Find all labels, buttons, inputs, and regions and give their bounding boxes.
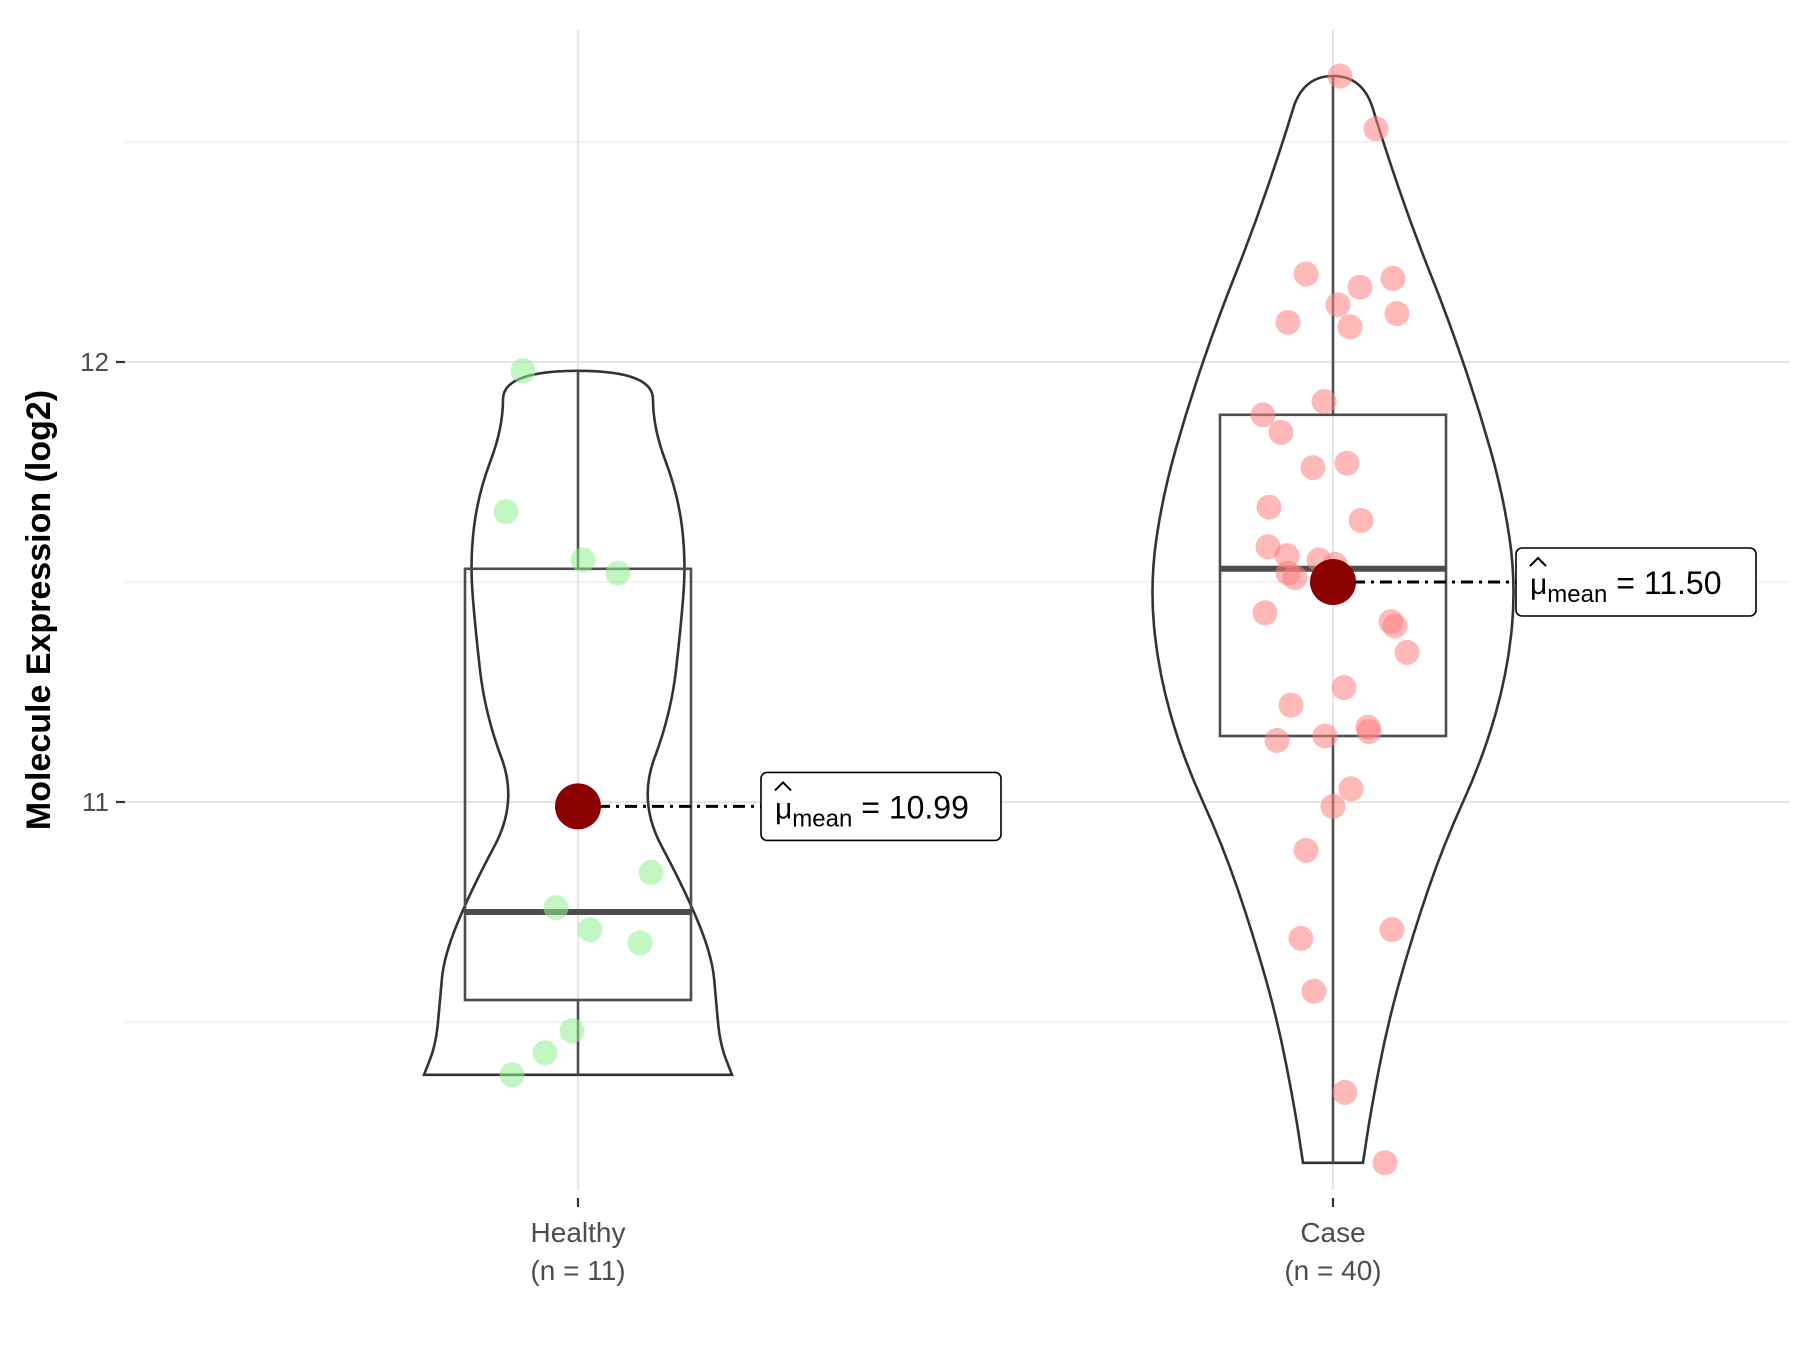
data-point [1293,261,1319,287]
data-point [1311,389,1337,415]
data-point [1268,419,1294,445]
data-point [1301,978,1327,1004]
data-point [577,917,603,943]
x-tick-sublabel: (n = 11) [530,1255,625,1286]
violin-case [1151,74,1515,1165]
data-point [1256,494,1282,520]
data-point [1327,63,1353,89]
mean-markers: μmean = 10.99 μmean = 11.50 [555,547,1757,842]
data-point [1274,543,1300,569]
axes: 11 12 Healthy (n = 11) Case (n = 40) [80,347,1382,1286]
data-point [559,1018,585,1044]
mean-point [555,783,601,830]
data-point [1255,534,1281,560]
data-point [1325,292,1351,318]
data-point [1379,917,1405,943]
data-point [570,547,596,573]
x-tick-label: Healthy [531,1217,626,1248]
data-point [1331,675,1357,701]
data-point [1332,1079,1358,1105]
data-point [1334,450,1360,476]
x-tick-label: Case [1300,1217,1365,1248]
data-point [605,560,631,586]
data-point [1250,402,1276,428]
data-point [1337,314,1363,340]
data-point [1363,116,1389,142]
data-point [1300,455,1326,481]
x-tick-sublabel: (n = 40) [1284,1255,1381,1286]
data-point [510,358,536,384]
data-point [1264,727,1290,753]
data-point [1312,723,1338,749]
data-point [1252,600,1278,626]
mean-label-box [760,771,1002,842]
data-point [627,930,653,956]
mean-hat [774,780,792,792]
data-points [493,63,1420,1176]
y-axis-label: Molecule Expression (log2) [20,390,58,830]
mean-hat [1529,556,1547,567]
data-point [1282,565,1308,591]
data-point [493,499,519,525]
mean-point [1310,559,1356,605]
data-point [543,895,569,921]
data-point [1348,507,1374,533]
data-point [499,1062,525,1088]
violin-healthy [422,369,734,1077]
data-point [1288,925,1314,951]
y-tick-label: 12 [80,347,109,377]
mean-label: μmean = 10.99 [775,789,969,832]
data-point [1338,776,1364,802]
y-tick-label: 11 [82,787,109,817]
mean-label: μmean = 11.50 [1530,565,1722,608]
data-point [1372,1150,1398,1176]
data-point [1382,613,1408,639]
data-point [1278,692,1304,718]
data-point [638,859,664,885]
data-point [1347,274,1373,300]
violins [422,74,1515,1165]
data-point [1275,309,1301,335]
data-point [1293,837,1319,863]
data-point [1356,719,1382,745]
data-point [532,1040,558,1066]
data-point [1320,793,1346,819]
mean-label-box [1515,547,1757,617]
data-point [1380,265,1406,291]
boxplots [463,76,1448,1163]
data-point [1394,639,1420,665]
data-point [1384,301,1410,327]
